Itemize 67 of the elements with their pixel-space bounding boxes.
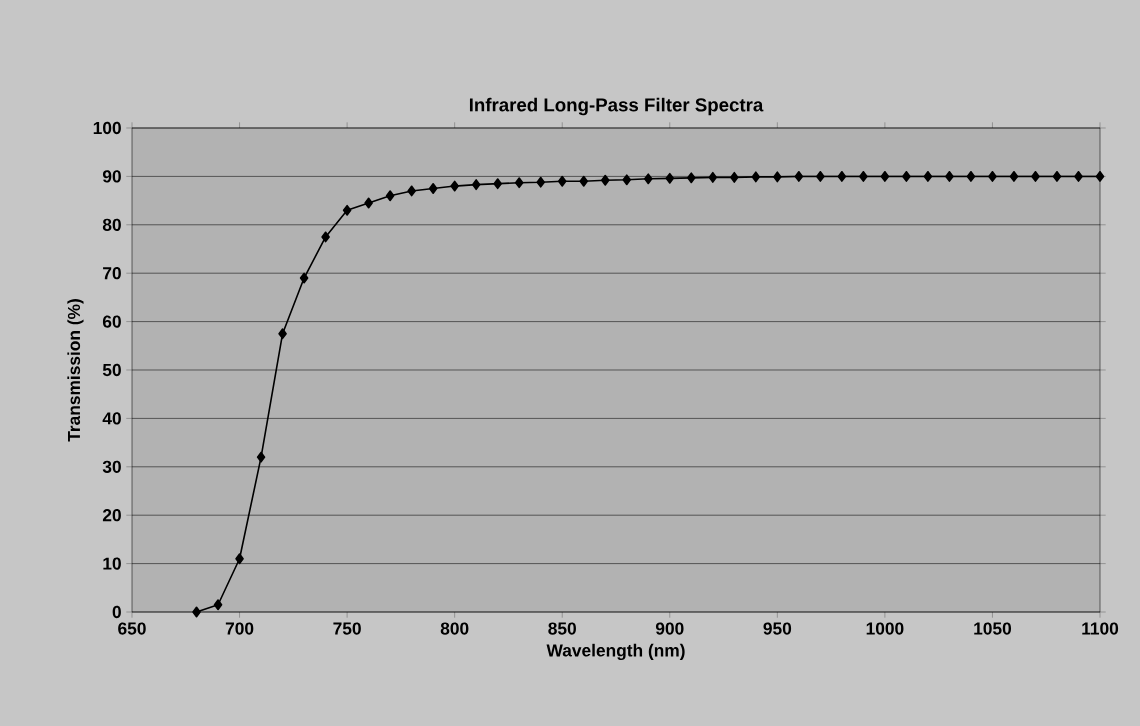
point bbox=[342, 204, 352, 216]
x-tick-label: 1050 bbox=[974, 622, 1012, 635]
point bbox=[923, 170, 933, 182]
point bbox=[966, 170, 976, 182]
chart-title: Infrared Long-Pass Filter Spectra bbox=[469, 97, 764, 116]
point bbox=[536, 176, 546, 188]
x-tick-label: 700 bbox=[225, 622, 254, 635]
point bbox=[1031, 170, 1040, 182]
point bbox=[643, 173, 653, 185]
x-tick-label: 1000 bbox=[866, 622, 904, 635]
point bbox=[299, 272, 309, 284]
x-tick-label: 650 bbox=[118, 622, 146, 635]
point bbox=[837, 170, 847, 182]
point bbox=[859, 170, 868, 182]
y-tick-label: 50 bbox=[102, 363, 121, 377]
y-tick-label: 100 bbox=[93, 121, 121, 135]
y-tick-label: 20 bbox=[102, 509, 121, 522]
point bbox=[945, 170, 954, 182]
point bbox=[988, 170, 997, 182]
y-tick-label: 10 bbox=[103, 557, 121, 570]
point bbox=[1074, 170, 1083, 182]
point bbox=[1095, 170, 1105, 182]
x-tick-label: 900 bbox=[655, 622, 684, 635]
x-tick-label: 950 bbox=[763, 622, 792, 635]
point bbox=[493, 178, 502, 190]
point bbox=[235, 553, 244, 565]
point bbox=[902, 170, 911, 182]
point bbox=[450, 180, 459, 192]
x-tick-label: 800 bbox=[440, 622, 469, 635]
y-tick-label: 40 bbox=[102, 412, 121, 425]
point bbox=[278, 328, 287, 340]
point bbox=[686, 172, 696, 184]
y-tick-label: 0 bbox=[112, 605, 121, 619]
point bbox=[665, 172, 675, 184]
point bbox=[730, 171, 739, 183]
point bbox=[321, 231, 330, 243]
x-tick-label: 750 bbox=[333, 622, 361, 635]
point bbox=[471, 179, 481, 191]
point bbox=[256, 451, 266, 463]
point bbox=[622, 174, 632, 186]
x-tick-label: 1100 bbox=[1082, 622, 1119, 635]
point bbox=[407, 185, 416, 197]
x-axis-title: Wavelength (nm) bbox=[546, 643, 685, 661]
y-axis-title: Transmission (%) bbox=[67, 299, 84, 442]
point bbox=[708, 171, 718, 183]
point bbox=[751, 171, 761, 183]
point bbox=[816, 170, 825, 182]
y-tick-label: 60 bbox=[102, 315, 121, 328]
point bbox=[514, 177, 524, 189]
point bbox=[880, 170, 890, 182]
point bbox=[192, 606, 201, 618]
point bbox=[213, 599, 223, 611]
point bbox=[600, 174, 610, 186]
y-tick-label: 30 bbox=[102, 460, 121, 473]
point bbox=[557, 175, 567, 187]
y-tick-label: 80 bbox=[102, 218, 121, 231]
point bbox=[364, 197, 373, 209]
y-tick-label: 90 bbox=[102, 170, 121, 183]
y-tick-label: 70 bbox=[103, 267, 121, 280]
x-tick-label: 850 bbox=[548, 622, 576, 635]
point bbox=[794, 170, 804, 182]
point bbox=[1009, 170, 1019, 182]
point bbox=[428, 183, 438, 194]
point bbox=[579, 175, 589, 187]
point bbox=[1052, 170, 1062, 182]
point bbox=[773, 171, 782, 183]
point bbox=[385, 190, 395, 202]
